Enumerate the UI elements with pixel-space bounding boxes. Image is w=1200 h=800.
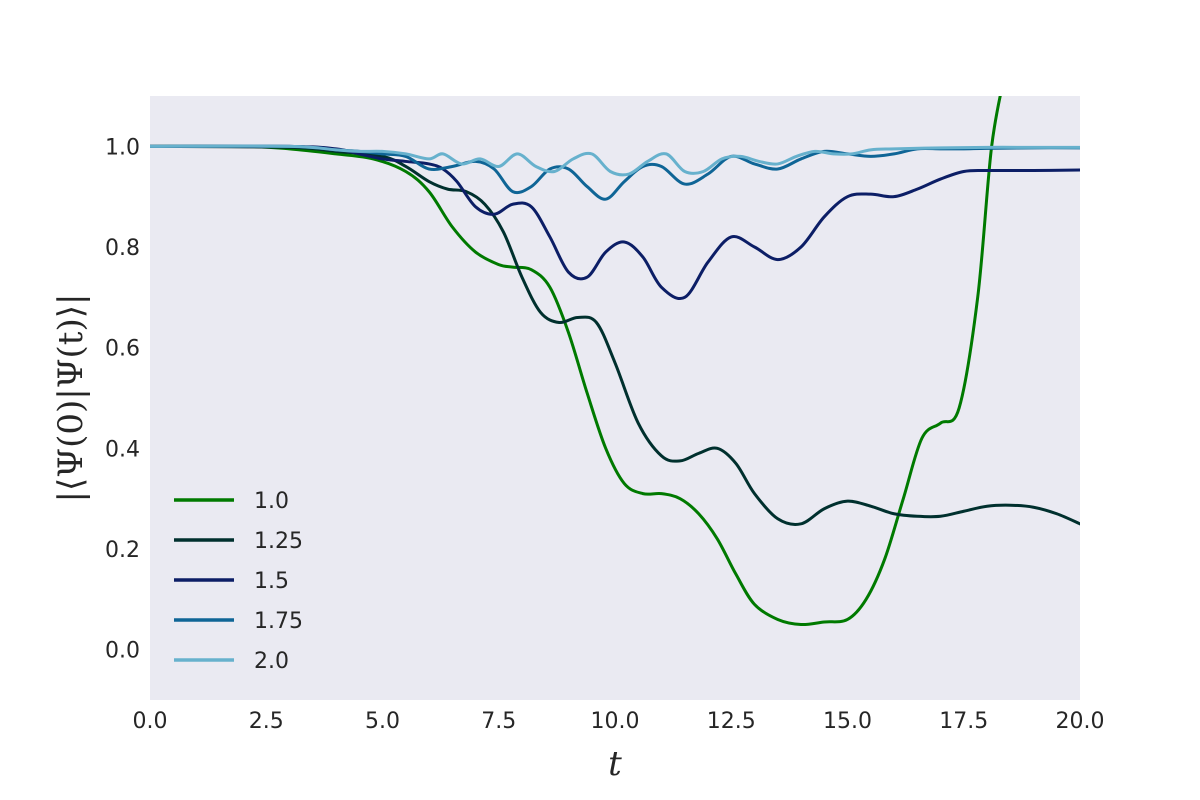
x-tick-label: 2.5	[249, 709, 284, 734]
x-tick-label: 12.5	[707, 709, 756, 734]
legend-label: 1.0	[254, 489, 289, 514]
legend-label: 1.75	[254, 609, 303, 634]
x-axis-label: t	[608, 744, 622, 784]
x-tick-label: 5.0	[365, 709, 400, 734]
x-tick-label: 15.0	[823, 709, 872, 734]
y-tick-label: 0.0	[105, 639, 140, 664]
legend-label: 2.0	[254, 649, 289, 674]
legend-label: 1.5	[254, 569, 289, 594]
y-tick-labels: 0.0 0.2 0.4 0.6 0.8 1.0	[105, 135, 140, 663]
x-tick-label: 10.0	[591, 709, 640, 734]
series-line-1-0	[150, 96, 1002, 627]
y-tick-label: 1.0	[105, 135, 140, 160]
series-line-1-25	[150, 144, 1080, 526]
x-tick-label: 20.0	[1056, 709, 1105, 734]
plot-background	[150, 96, 1080, 700]
y-tick-label: 0.8	[105, 236, 140, 261]
series-layer	[150, 96, 1080, 627]
x-tick-labels: 0.0 2.5 5.0 7.5 10.0 12.5 15.0 17.5 20.0	[133, 709, 1105, 734]
x-tick-label: 7.5	[481, 709, 516, 734]
legend: 1.0 1.25 1.5 1.75 2.0	[174, 489, 303, 674]
y-tick-label: 0.4	[105, 437, 140, 462]
legend-label: 1.25	[254, 529, 303, 554]
x-tick-label: 0.0	[133, 709, 168, 734]
series-line-2-0	[150, 144, 1080, 177]
y-axis-label: |⟨Ψ(0)|Ψ(t)⟩|	[51, 294, 91, 503]
y-tick-label: 0.2	[105, 538, 140, 563]
y-tick-label: 0.6	[105, 337, 140, 362]
x-tick-label: 17.5	[939, 709, 988, 734]
